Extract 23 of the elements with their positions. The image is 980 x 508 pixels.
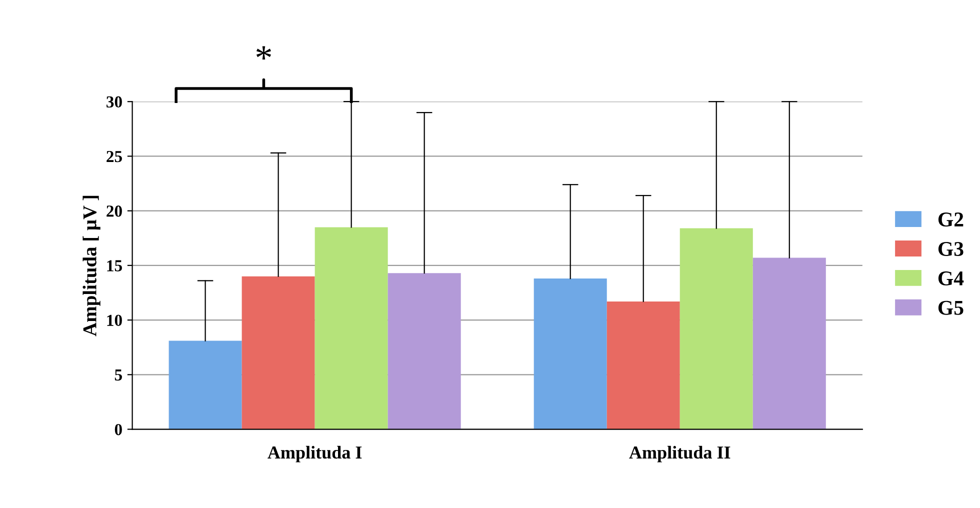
legend-label: G5: [938, 300, 964, 315]
x-tick-label: Amplituda II: [629, 446, 730, 462]
legend-label: G2: [938, 212, 964, 227]
y-axis-title: Amplituda [ μV ]: [82, 196, 100, 336]
legend-label: G3: [938, 242, 964, 256]
bar: [314, 227, 388, 430]
y-tick-label: 5: [114, 370, 122, 381]
legend-label: G4: [938, 271, 964, 286]
bar: [168, 340, 242, 430]
y-tick-label: 0: [114, 424, 122, 436]
y-tick-label: 25: [106, 150, 122, 162]
bar: [606, 301, 680, 430]
y-tick-label: 10: [107, 314, 122, 326]
bar: [242, 276, 315, 430]
y-tick-label: 20: [106, 206, 122, 217]
y-tick-label: 15: [107, 260, 122, 272]
x-tick-label: Amplituda I: [268, 446, 362, 462]
bar: [680, 228, 753, 430]
bar: [534, 278, 607, 430]
y-tick-label: 30: [106, 96, 122, 108]
text: *: [256, 46, 272, 60]
bar: [752, 258, 826, 430]
bar: [388, 273, 461, 430]
